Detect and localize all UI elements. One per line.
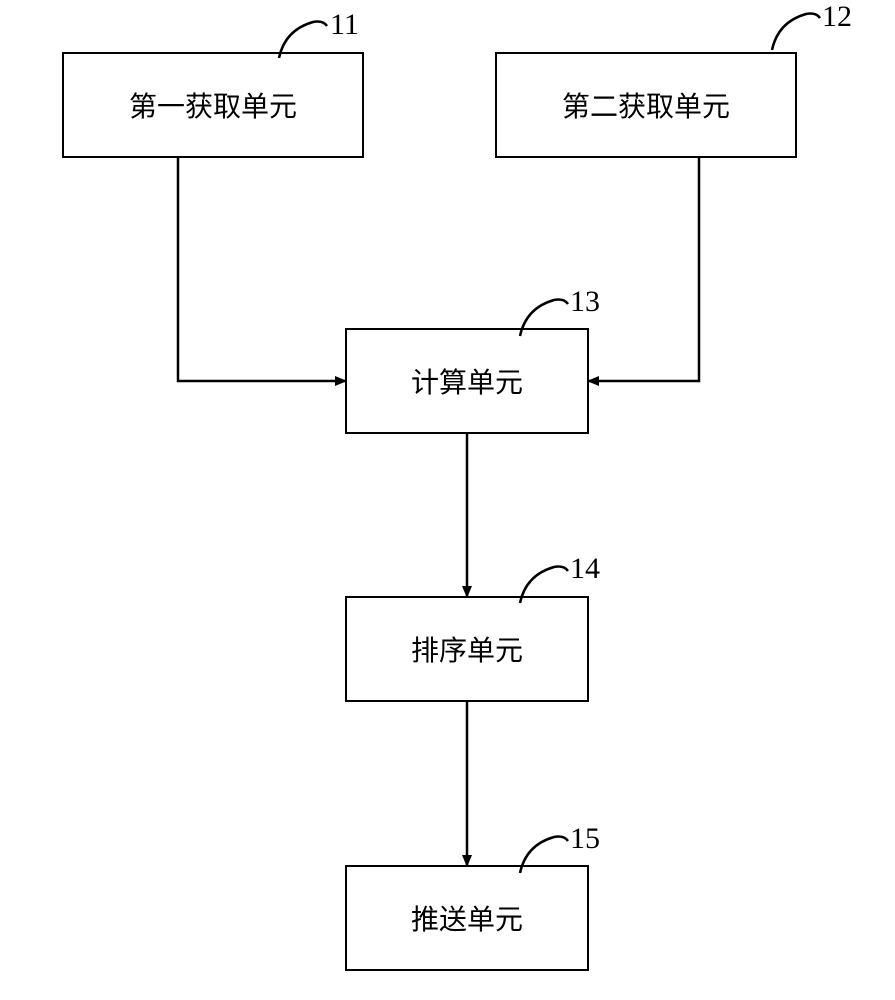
- callout-curve: [516, 833, 576, 888]
- callout-curve: [275, 18, 335, 73]
- edge-n12-n13: [589, 158, 699, 381]
- callout-curve: [768, 10, 828, 65]
- node-label: 推送单元: [411, 898, 523, 938]
- callout-curve: [516, 563, 576, 618]
- node-label: 排序单元: [411, 629, 523, 669]
- node-label: 计算单元: [411, 361, 523, 401]
- node-label: 第二获取单元: [562, 85, 730, 125]
- flowchart-container: 第一获取单元11第二获取单元12计算单元13排序单元14推送单元15: [0, 0, 895, 1000]
- node-label: 第一获取单元: [129, 85, 297, 125]
- callout-curve: [516, 296, 576, 351]
- edge-n11-n13: [178, 158, 345, 381]
- node-n12: 第二获取单元: [495, 52, 797, 158]
